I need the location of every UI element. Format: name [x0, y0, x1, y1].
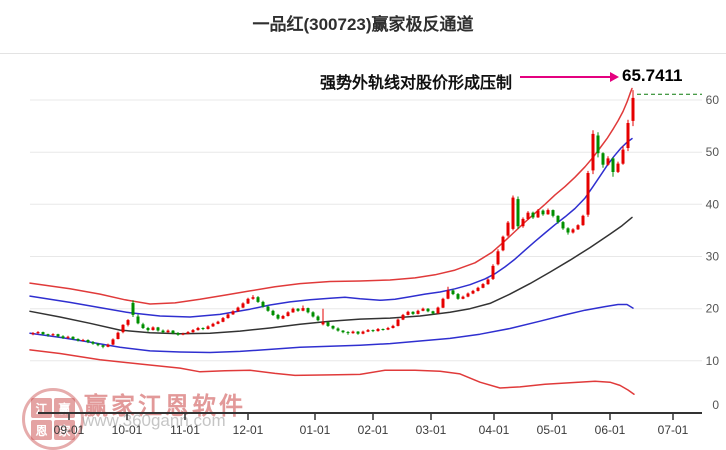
- arrow-shaft: [520, 76, 612, 78]
- page-title: 一品红(300723)赢家极反通道: [252, 15, 474, 34]
- annotation-text: 强势外轨线对股价形成压制: [320, 75, 513, 92]
- svg-text:02-01: 02-01: [358, 423, 389, 437]
- svg-text:09-01: 09-01: [54, 423, 85, 437]
- svg-text:40: 40: [706, 197, 720, 211]
- svg-text:05-01: 05-01: [537, 423, 568, 437]
- svg-text:0: 0: [712, 398, 719, 412]
- seal-char: 家: [54, 420, 75, 440]
- svg-text:60: 60: [706, 93, 720, 107]
- svg-text:11-01: 11-01: [170, 423, 200, 437]
- watermark-url: www.360gann.com: [82, 411, 226, 430]
- svg-text:06-01: 06-01: [595, 423, 626, 437]
- svg-text:12-01: 12-01: [233, 423, 264, 437]
- title-divider: [0, 53, 726, 54]
- svg-text:07-01: 07-01: [658, 423, 689, 437]
- watermark-brand: 赢家江恩软件: [84, 393, 246, 420]
- annotation-arrow-icon: [520, 72, 620, 82]
- svg-text:30: 30: [706, 250, 720, 264]
- svg-text:04-01: 04-01: [479, 423, 510, 437]
- svg-text:01-01: 01-01: [300, 423, 331, 437]
- annotation-value: 65.7411: [622, 66, 683, 85]
- arrow-head-icon: [610, 72, 619, 82]
- svg-text:10-01: 10-01: [112, 423, 143, 437]
- svg-text:20: 20: [706, 302, 720, 316]
- svg-text:10: 10: [706, 354, 720, 368]
- svg-text:03-01: 03-01: [416, 423, 447, 437]
- svg-text:50: 50: [706, 145, 720, 159]
- seal-char: 恩: [31, 420, 52, 440]
